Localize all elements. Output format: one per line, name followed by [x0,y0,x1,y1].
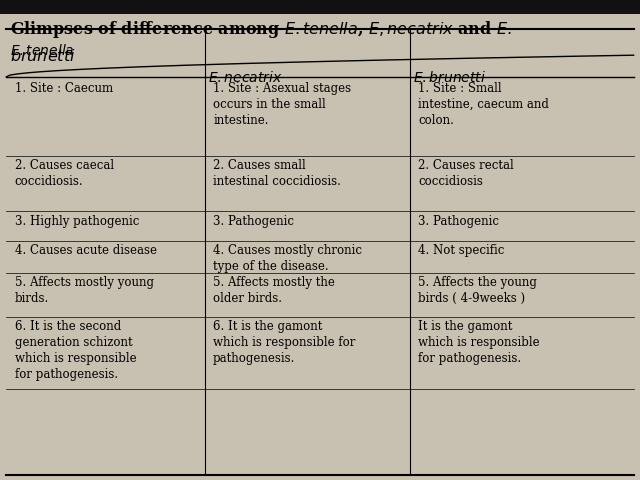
Text: 3. Pathogenic: 3. Pathogenic [213,215,294,228]
Text: 5. Affects mostly young
birds.: 5. Affects mostly young birds. [15,276,154,305]
Text: It is the gamont
which is responsible
for pathogenesis.: It is the gamont which is responsible fo… [418,320,540,365]
Text: $\mathit{E. necatrix}$: $\mathit{E. necatrix}$ [208,70,283,84]
Text: 4. Causes acute disease: 4. Causes acute disease [15,244,157,257]
Text: 1. Site : Small
intestine, caecum and
colon.: 1. Site : Small intestine, caecum and co… [418,82,548,127]
Text: 3. Pathogenic: 3. Pathogenic [418,215,499,228]
Text: 4. Not specific: 4. Not specific [418,244,504,257]
Text: $\mathit{brunetti}$: $\mathit{brunetti}$ [10,48,76,65]
Text: 5. Affects the young
birds ( 4-9weeks ): 5. Affects the young birds ( 4-9weeks ) [418,276,537,305]
Text: $\mathit{E. brunetti}$: $\mathit{E. brunetti}$ [413,70,486,84]
Text: 5. Affects mostly the
older birds.: 5. Affects mostly the older birds. [213,276,335,305]
Text: 2. Causes small
intestinal coccidiosis.: 2. Causes small intestinal coccidiosis. [213,159,341,188]
Text: 1. Site : Asexual stages
occurs in the small
intestine.: 1. Site : Asexual stages occurs in the s… [213,82,351,127]
Bar [0,0,640,14]
Text: 6. It is the gamont
which is responsible for
pathogenesis.: 6. It is the gamont which is responsible… [213,320,355,365]
Text: 4. Causes mostly chronic
type of the disease.: 4. Causes mostly chronic type of the dis… [213,244,362,273]
Text: Glimpses of difference among $\mathit{E. tenella}$, $\mathit{E, necatrix}$ and $: Glimpses of difference among $\mathit{E.… [10,19,511,40]
Text: 6. It is the second
generation schizont
which is responsible
for pathogenesis.: 6. It is the second generation schizont … [15,320,136,381]
Text: $\mathit{E. tenella}$: $\mathit{E. tenella}$ [10,43,74,58]
Text: 3. Highly pathogenic: 3. Highly pathogenic [15,215,139,228]
Text: 2. Causes caecal
coccidiosis.: 2. Causes caecal coccidiosis. [15,159,114,188]
Text: 1. Site : Caecum: 1. Site : Caecum [15,82,113,95]
Text: 2. Causes rectal
coccidiosis: 2. Causes rectal coccidiosis [418,159,514,188]
